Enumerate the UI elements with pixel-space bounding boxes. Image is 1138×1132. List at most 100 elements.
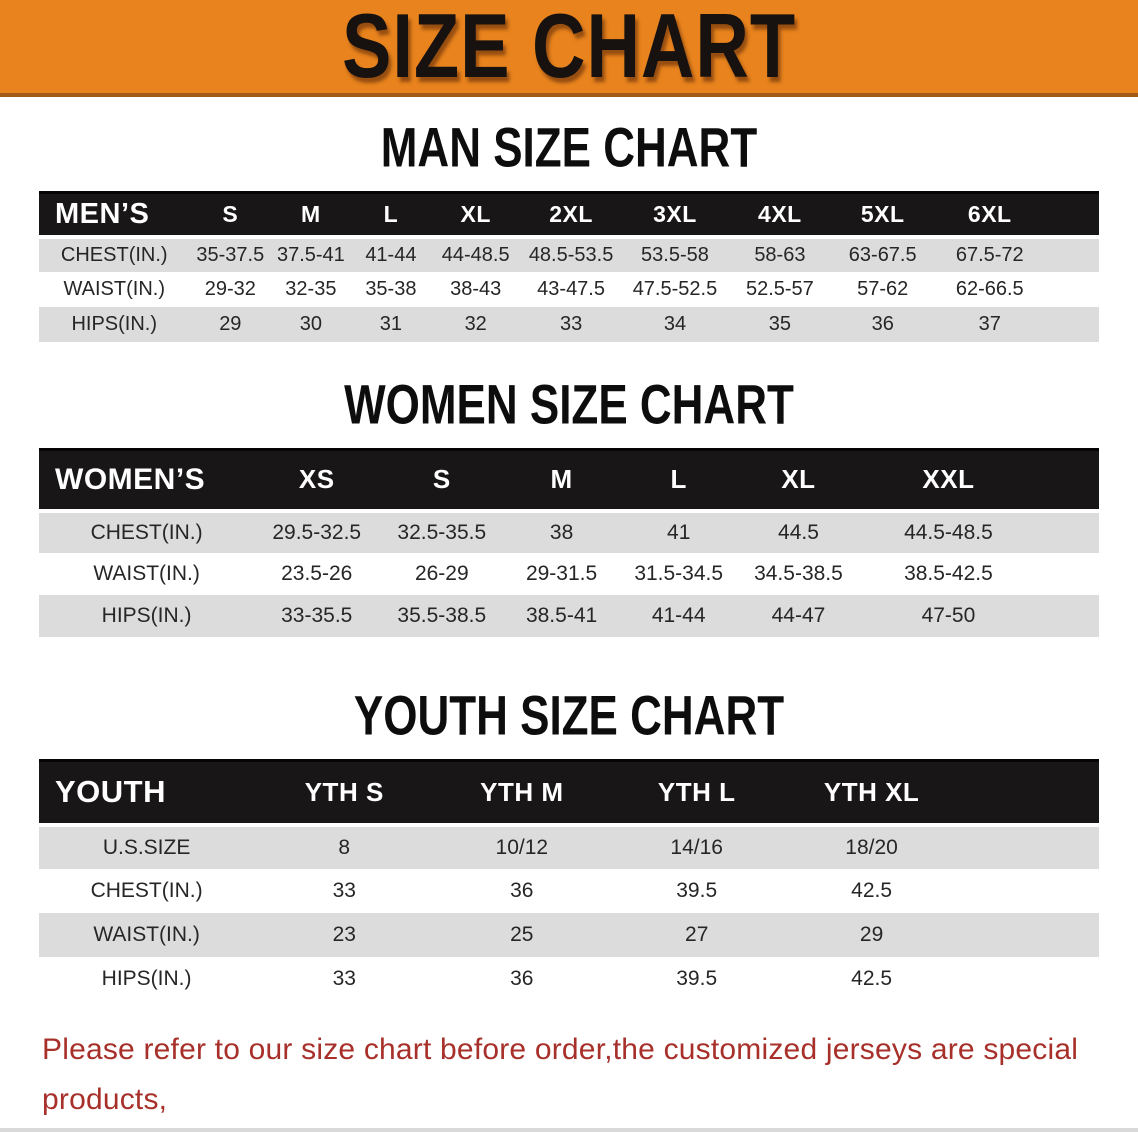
size-value-cell: 41 [618,509,739,553]
row-spacer-cell [959,956,1099,1001]
table-row: U.S.SIZE 8 10/12 14/16 18/20 [39,822,1099,869]
row-label: CHEST(IN.) [39,868,255,913]
size-value-cell: 47.5-52.5 [621,271,728,307]
size-value-cell: 36 [831,306,934,342]
bottom-edge-divider [0,1128,1138,1132]
size-value-cell: 29.5-32.5 [254,509,380,553]
row-label: U.S.SIZE [39,822,255,869]
women-section-heading: WOMEN SIZE CHART [0,374,1138,436]
row-label: CHEST(IN.) [39,509,255,553]
header-row: WOMEN’S XS S M L XL XXL [39,447,1099,511]
size-value-cell: 29 [784,912,960,957]
size-column-header: 4XL [727,191,832,237]
size-value-cell: 47-50 [858,595,1039,637]
size-value-cell: 41-44 [350,234,432,272]
size-value-cell: 44.5 [738,509,859,553]
size-value-cell: 63-67.5 [831,234,934,272]
table-body: U.S.SIZE 8 10/12 14/16 18/20 CHEST(IN.) 33 36 39… [39,822,1099,1001]
row-label: HIPS(IN.) [39,956,255,1001]
size-column-header: 5XL [831,191,934,237]
row-label: CHEST(IN.) [39,234,190,272]
row-label: WAIST(IN.) [39,912,255,957]
row-label: HIPS(IN.) [39,306,190,342]
size-column-header: M [504,447,619,511]
women-size-table: WOMEN’S XS S M L XL XXL CHEST(IN.) 29.5-32.5 32.5… [39,447,1099,637]
size-value-cell: 26-29 [379,553,505,595]
size-value-cell: 39.5 [609,956,785,1001]
header-spacer-cell [1038,447,1099,511]
size-value-cell: 23.5-26 [254,553,380,595]
table-row: CHEST(IN.) 33 36 39.5 42.5 [39,868,1099,913]
size-value-cell: 41-44 [618,595,739,637]
size-value-cell: 39.5 [609,868,785,913]
size-value-cell: 33-35.5 [254,595,380,637]
size-value-cell: 53.5-58 [621,234,728,272]
size-column-header: YTH L [609,759,785,825]
youth-section-heading: YOUTH SIZE CHART [0,686,1138,748]
table-body: CHEST(IN.) 29.5-32.5 32.5-35.5 38 41 44.5 44.5… [39,509,1099,637]
size-value-cell: 32 [431,306,521,342]
size-value-cell: 57-62 [831,271,934,307]
size-column-header: YTH S [254,759,435,825]
size-column-header: L [350,191,432,237]
size-value-cell: 32.5-35.5 [379,509,505,553]
size-value-cell: 14/16 [609,822,785,869]
size-value-cell: 34.5-38.5 [738,553,859,595]
disclaimer: Please refer to our size chart before or… [42,1025,1096,1132]
size-value-cell: 44-47 [738,595,859,637]
size-column-header: S [379,447,505,511]
size-column-header: 3XL [621,191,728,237]
youth-section-heading-text: YOUTH SIZE CHART [353,685,785,748]
size-value-cell: 38 [504,509,619,553]
size-value-cell: 31.5-34.5 [618,553,739,595]
size-value-cell: 27 [609,912,785,957]
youth-size-table: YOUTH YTH S YTH M YTH L YTH XL U.S.SIZE 8 10/12… [39,759,1099,1001]
row-label: WAIST(IN.) [39,553,255,595]
size-value-cell: 31 [350,306,432,342]
size-value-cell: 58-63 [727,234,832,272]
size-value-cell: 33 [520,306,622,342]
size-value-cell: 44-48.5 [431,234,521,272]
size-value-cell: 30 [271,306,351,342]
row-spacer-cell [1045,271,1099,307]
section-men: MAN SIZE CHART MEN’S S M L XL 2XL 3XL 4XL 5XL 6XL… [0,118,1138,342]
size-value-cell: 32-35 [271,271,351,307]
women-section-heading-text: WOMEN SIZE CHART [344,374,794,436]
group-label: WOMEN’S [39,447,255,511]
table-row: HIPS(IN.) 29 30 31 32 33 34 35 36 37 [39,306,1099,342]
header-row: MEN’S S M L XL 2XL 3XL 4XL 5XL 6XL [39,191,1099,237]
size-column-header: YTH XL [784,759,960,825]
size-value-cell: 35-37.5 [189,234,272,272]
size-column-header: YTH M [434,759,610,825]
group-label: YOUTH [39,759,255,825]
row-spacer-cell [1045,306,1099,342]
size-value-cell: 38.5-41 [504,595,619,637]
row-spacer-cell [1038,509,1099,553]
size-value-cell: 29-31.5 [504,553,619,595]
size-value-cell: 37 [933,306,1046,342]
size-value-cell: 36 [434,868,610,913]
size-value-cell: 25 [434,912,610,957]
size-column-header: 6XL [933,191,1046,237]
size-column-header: S [189,191,272,237]
size-value-cell: 37.5-41 [271,234,351,272]
header-row: YOUTH YTH S YTH M YTH L YTH XL [39,759,1099,825]
row-spacer-cell [1045,234,1099,272]
size-value-cell: 29 [189,306,272,342]
table-header: MEN’S S M L XL 2XL 3XL 4XL 5XL 6XL [39,191,1099,237]
size-column-header: XL [738,447,859,511]
banner: SIZE CHART [0,0,1138,97]
size-column-header: 2XL [520,191,622,237]
table-row: HIPS(IN.) 33-35.5 35.5-38.5 38.5-41 41-44 44-… [39,595,1099,637]
table-header: WOMEN’S XS S M L XL XXL [39,447,1099,511]
table-row: WAIST(IN.) 29-32 32-35 35-38 38-43 43-47.5 47.… [39,271,1099,307]
size-value-cell: 10/12 [434,822,610,869]
size-value-cell: 33 [254,956,435,1001]
row-spacer-cell [959,912,1099,957]
size-column-header: L [618,447,739,511]
men-section-heading-text: MAN SIZE CHART [380,117,758,180]
size-value-cell: 34 [621,306,728,342]
size-value-cell: 38-43 [431,271,521,307]
table-body: CHEST(IN.) 35-37.5 37.5-41 41-44 44-48.5 48.5… [39,234,1099,342]
